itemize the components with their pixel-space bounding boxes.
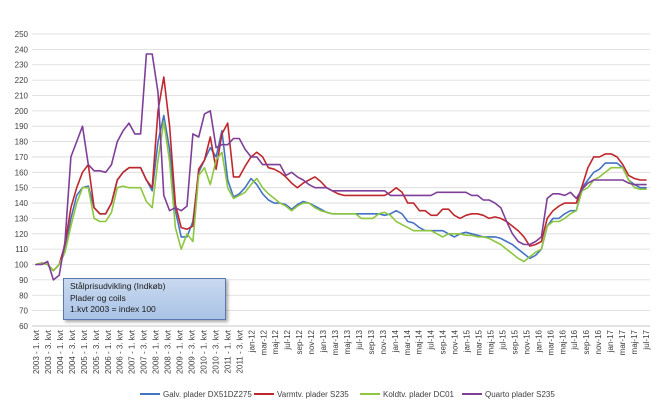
y-tick-label: 130 [15,214,29,223]
legend-label: Varmtv. plader S235 [277,390,349,399]
x-tick-label: 2008 - 1. kvt [152,329,161,374]
x-tick-label: sep-13 [367,329,376,354]
y-tick-label: 190 [15,122,29,131]
y-tick-label: 140 [15,199,29,208]
y-tick-label: 90 [19,276,28,285]
series-line-4 [35,53,647,281]
x-tick-label: nov-14 [451,329,460,354]
x-tick-label: maj-12 [271,329,280,354]
x-tick-label: 2007 - 1. kvt [128,329,137,374]
x-tick-label: nov-16 [594,329,603,354]
x-tick-label: maj-15 [487,329,496,354]
series-line-3 [35,120,647,272]
y-tick-label: 120 [15,230,29,239]
x-tick-label: jul-14 [427,329,436,350]
y-tick-label: 70 [19,307,28,316]
x-tick-label: 2004 - 3. kvt [68,329,77,374]
series-line-2 [35,76,647,272]
x-tick-label: 2007 - 3. kvt [140,329,149,374]
x-tick-label: 2004 - 1. kvt [56,329,65,374]
x-tick-label: mar-16 [546,329,555,355]
y-tick-label: 100 [15,261,29,270]
x-tick-label: maj-16 [558,329,567,354]
x-tick-label: 2010 - 3. kvt [211,329,220,374]
x-tick-label: jul-15 [498,329,507,350]
x-tick-label: maj-13 [343,329,352,354]
x-tick-label: 2011 - 3. kvt [235,329,244,373]
x-tick-label: 2003 - 1. kvt [32,329,41,374]
x-tick-label: maj-17 [630,329,639,354]
legend-label: Koldtv. plader DC01 [383,390,455,399]
x-tick-label: 2009 - 3. kvt [187,329,196,374]
x-tick-label: jan-15 [463,329,472,353]
y-tick-label: 80 [19,291,28,300]
y-tick-label: 170 [15,153,29,162]
legend: Galv. plader DX51DZ275 Varmtv. plader S23… [140,390,555,399]
annotation-line-3: 1.kvt 2003 = index 100 [70,304,156,314]
y-tick-label: 220 [15,76,29,85]
y-tick-label: 160 [15,168,29,177]
x-tick-label: sep-15 [510,329,519,354]
x-tick-label: jul-12 [283,329,292,350]
x-axis: 2003 - 1. kvt 2003 - 3. kvt 2004 - 1. kvt 2… [32,325,651,374]
annotation-line-1: Stålprisudvikling (Indkøb) [70,281,166,291]
y-tick-label: 230 [15,61,29,70]
y-tick-label: 250 [15,30,29,39]
y-tick-label: 150 [15,184,29,193]
x-tick-label: mar-15 [475,329,484,355]
y-tick-label: 200 [15,107,29,116]
x-tick-label: nov-13 [379,329,388,354]
x-tick-label: 2011 - 1. kvt [223,329,232,373]
x-tick-label: 2010 - 1. kvt [199,329,208,374]
x-tick-label: jan-13 [319,329,328,353]
x-tick-label: maj-14 [415,329,424,354]
y-tick-label: 210 [15,91,29,100]
x-tick-label: jan-12 [247,329,256,353]
x-tick-label: 2008 - 3. kvt [164,329,173,374]
series-lines [35,53,647,281]
x-tick-label: jul-13 [355,329,364,350]
x-tick-label: 2006 - 1. kvt [104,329,113,374]
x-tick-label: 2005 - 3. kvt [92,329,101,374]
gridlines [32,33,650,327]
y-tick-label: 240 [15,45,29,54]
x-tick-label: nov-15 [522,329,531,354]
x-tick-label: nov-12 [307,329,316,354]
x-tick-label: 2005 - 1. kvt [80,329,89,374]
legend-label: Galv. plader DX51DZ275 [163,390,252,399]
x-tick-label: sep-12 [295,329,304,354]
x-tick-label: mar-14 [403,329,412,355]
x-tick-label: mar-12 [259,329,268,355]
y-axis: 60 70 80 90 100 110 120 130 140 150 160 170 180 190 20… [15,30,29,331]
chart-annotation-box: Stålprisudvikling (Indkøb) Plader og coi… [63,278,226,320]
x-tick-label: sep-16 [582,329,591,354]
x-tick-label: jan-17 [606,329,615,353]
x-tick-label: mar-17 [618,329,627,355]
x-tick-label: jul-16 [570,329,579,350]
annotation-line-2: Plader og coils [70,292,126,303]
legend-label: Quarto plader S235 [485,390,555,399]
x-tick-label: jan-14 [391,329,400,353]
x-tick-label: sep-14 [439,329,448,354]
y-tick-label: 180 [15,138,29,147]
x-tick-label: mar-13 [331,329,340,355]
x-tick-label: 2003 - 3. kvt [44,329,53,374]
x-tick-label: 2006 - 3. kvt [116,329,125,374]
x-tick-label: jul-17 [642,329,651,350]
x-tick-label: 2009 - 1. kvt [176,329,185,374]
y-tick-label: 110 [15,245,28,254]
x-tick-label: jan-16 [534,329,543,353]
y-tick-label: 60 [19,322,28,331]
